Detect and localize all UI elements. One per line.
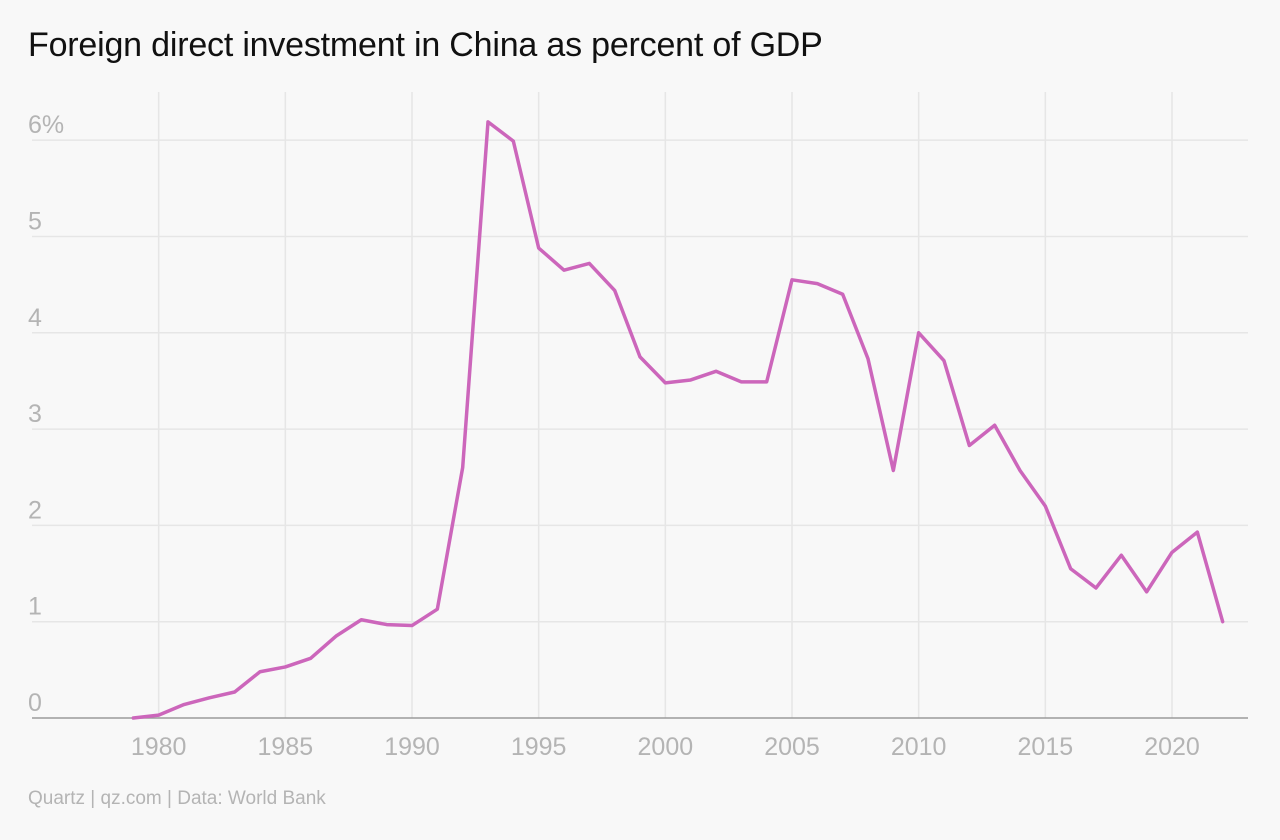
y-tick-label-1: 1 [28,593,42,621]
data-point-2003 [739,380,743,384]
data-point-1986 [309,656,313,660]
x-tick-label-2000: 2000 [638,733,694,761]
y-tick-label-2: 2 [28,496,42,524]
x-tick-label-1995: 1995 [511,733,567,761]
data-point-2001 [689,378,693,382]
data-point-2005 [790,278,794,282]
data-point-2007 [841,292,845,296]
x-tick-label-1980: 1980 [131,733,187,761]
data-point-1995 [537,246,541,250]
x-axis-ticks: 1980 1985 1990 1995 2000 2005 2010 2015 2020 [131,733,1200,761]
data-point-1982 [207,696,211,700]
data-point-2000 [663,381,667,385]
data-point-1992 [461,466,465,470]
data-point-1984 [258,670,262,674]
data-point-2021 [1195,530,1199,534]
data-point-2016 [1069,567,1073,571]
data-point-1999 [638,355,642,359]
x-tick-label-2010: 2010 [891,733,947,761]
data-point-1994 [511,139,515,143]
series-line-0 [131,120,1225,720]
x-tick-label-2020: 2020 [1144,733,1200,761]
data-point-1993 [486,120,490,124]
x-tick-label-2015: 2015 [1018,733,1074,761]
gridlines [32,92,1248,718]
data-point-1991 [435,607,439,611]
data-point-1998 [613,288,617,292]
data-point-2011 [942,359,946,363]
y-tick-label-6: 6% [28,111,64,139]
data-point-1989 [385,623,389,627]
data-point-1979 [131,716,135,720]
data-point-2002 [714,369,718,373]
y-tick-label-3: 3 [28,400,42,428]
data-point-2004 [765,380,769,384]
data-point-1980 [157,713,161,717]
data-point-2013 [993,423,997,427]
source-note: Quartz | qz.com | Data: World Bank [28,788,326,809]
data-point-2008 [866,357,870,361]
data-point-2020 [1170,550,1174,554]
data-point-2006 [815,282,819,286]
y-axis-ticks: 0 1 2 3 4 5 6% [28,111,64,717]
data-point-2012 [967,443,971,447]
y-tick-label-0: 0 [28,689,42,717]
x-tick-label-2005: 2005 [764,733,820,761]
data-point-2010 [917,331,921,335]
data-point-1985 [283,665,287,669]
series-group [131,120,1225,720]
data-point-1997 [587,261,591,265]
data-point-2015 [1043,504,1047,508]
data-point-2019 [1145,590,1149,594]
y-tick-label-5: 5 [28,207,42,235]
x-tick-label-1990: 1990 [384,733,440,761]
data-point-2009 [891,468,895,472]
data-point-1996 [562,268,566,272]
chart-title: Foreign direct investment in China as pe… [28,26,823,64]
data-point-1981 [182,703,186,707]
data-point-2017 [1094,586,1098,590]
data-point-1983 [233,690,237,694]
data-point-2018 [1119,553,1123,557]
data-point-1990 [410,624,414,628]
data-point-1988 [359,618,363,622]
y-tick-label-4: 4 [28,304,42,332]
x-tick-label-1985: 1985 [258,733,314,761]
data-point-2014 [1018,468,1022,472]
data-point-2022 [1221,620,1225,624]
data-point-1987 [334,634,338,638]
